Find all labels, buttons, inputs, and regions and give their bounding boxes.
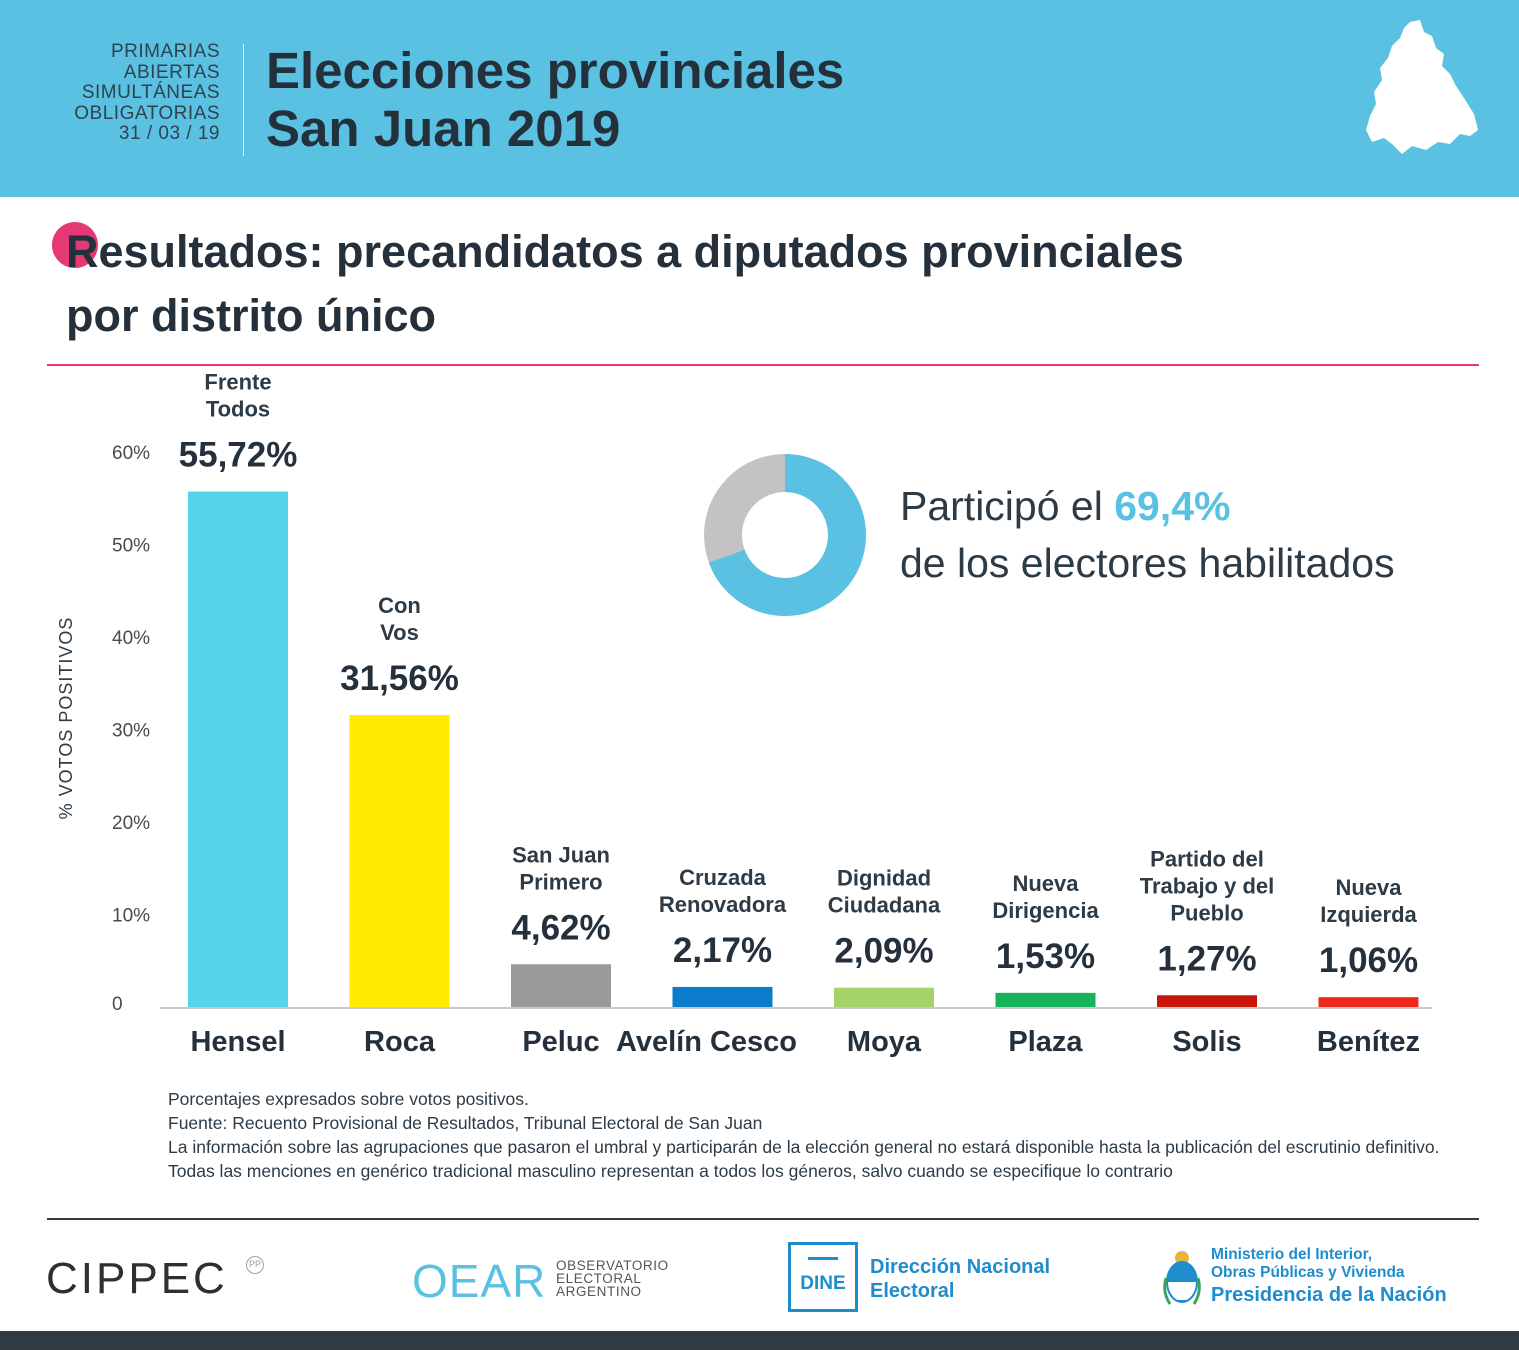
cippec-logo: CIPPEC <box>46 1254 228 1303</box>
paso-label: PRIMARIAS ABIERTAS SIMULTÁNEAS OBLIGATOR… <box>74 41 220 144</box>
party-label: Frente <box>204 370 271 395</box>
party-label: Cruzada <box>679 865 767 890</box>
y-tick-label: 0 <box>112 994 123 1015</box>
header-divider <box>243 44 244 156</box>
bar-roca <box>349 715 450 1007</box>
party-label: Con <box>378 593 421 618</box>
value-label: 1,53% <box>996 937 1095 976</box>
bar-chart: % VOTOS POSITIVOS 0 10% 20% 30% 40% 50% 60% 55,7… <box>0 370 1519 1090</box>
y-tick-label: 50% <box>112 536 150 557</box>
party-label: Nueva <box>1012 871 1079 896</box>
party-label: Izquierda <box>1320 902 1417 927</box>
cippec-mark-icon: PP <box>246 1256 264 1274</box>
bar-moya <box>834 987 934 1007</box>
bar-plaza <box>995 992 1096 1007</box>
category-label: Benítez <box>1317 1026 1420 1058</box>
san-juan-map-icon <box>1366 20 1478 154</box>
participation-text: Participó el 69,4% de los electores habi… <box>900 478 1395 592</box>
footnotes: Porcentajes expresados sobre votos posit… <box>168 1087 1468 1183</box>
donut-participated-segment <box>704 454 866 616</box>
party-label: Partido del <box>1150 846 1264 871</box>
y-tick-label: 20% <box>112 813 150 834</box>
title-bullet-dot <box>52 222 98 268</box>
participation-prefix: Participó el <box>900 483 1115 529</box>
dine-logo-icon: DINE <box>788 1242 858 1312</box>
value-label: 1,27% <box>1157 939 1256 978</box>
header-banner: PRIMARIAS ABIERTAS SIMULTÁNEAS OBLIGATOR… <box>0 0 1519 197</box>
oear-logo-text: OBSERVATORIO ELECTORAL ARGENTINO <box>556 1258 669 1299</box>
bar-avelín-cesco <box>672 986 773 1007</box>
category-label: Avelín Cesco <box>616 1026 797 1058</box>
value-label: 55,72% <box>179 436 298 475</box>
category-label: Hensel <box>190 1026 285 1058</box>
header-title: Elecciones provinciales San Juan 2019 <box>266 42 845 157</box>
party-label: Ciudadana <box>828 893 941 918</box>
ministry-logo-text: Ministerio del Interior, Obras Públicas … <box>1211 1246 1447 1306</box>
category-label: Roca <box>364 1026 436 1058</box>
dine-logo-text: Dirección Nacional Electoral <box>870 1256 1051 1302</box>
y-tick-label: 60% <box>112 443 150 464</box>
value-label: 31,56% <box>340 659 459 698</box>
value-label: 1,06% <box>1319 941 1418 980</box>
note-1: Porcentajes expresados sobre votos posit… <box>168 1089 529 1109</box>
participation-line2: de los electores habilitados <box>900 540 1395 586</box>
value-label: 4,62% <box>511 908 610 947</box>
footer-divider <box>47 1218 1479 1220</box>
bar-hensel <box>188 491 288 1008</box>
party-label: Renovadora <box>659 892 787 917</box>
bottom-band <box>0 1331 1519 1350</box>
party-label: San Juan <box>512 842 610 867</box>
y-axis-label: % VOTOS POSITIVOS <box>56 617 76 820</box>
section-divider <box>47 364 1479 366</box>
x-axis-line <box>160 1007 1432 1009</box>
note-4: Todas las menciones en genérico tradicio… <box>168 1161 1173 1181</box>
category-label: Moya <box>847 1026 922 1058</box>
category-label: Peluc <box>522 1026 599 1058</box>
note-3: La información sobre las agrupaciones qu… <box>168 1137 1440 1157</box>
argentina-shield-icon <box>1163 1251 1201 1305</box>
section-title: Resultados: precandidatos a diputados pr… <box>66 226 1184 341</box>
bar-benítez <box>1318 997 1419 1007</box>
category-label: Plaza <box>1008 1026 1083 1058</box>
party-label: Nueva <box>1335 875 1402 900</box>
party-label: Dirigencia <box>992 898 1099 923</box>
value-label: 2,09% <box>834 932 933 971</box>
category-label: Solis <box>1172 1026 1241 1058</box>
y-tick-label: 10% <box>112 906 150 927</box>
bar-peluc <box>511 964 611 1007</box>
party-label: Dignidad <box>837 866 931 891</box>
participation-donut <box>704 454 866 616</box>
y-tick-label: 30% <box>112 721 150 742</box>
participation-pct: 69,4% <box>1114 483 1231 529</box>
party-label: Todos <box>206 397 270 422</box>
note-2: Fuente: Recuento Provisional de Resultad… <box>168 1113 763 1133</box>
y-tick-label: 40% <box>112 628 150 649</box>
oear-logo: OEAR <box>412 1255 547 1307</box>
party-label: Vos <box>380 620 419 645</box>
party-label: Primero <box>519 869 602 894</box>
party-label: Pueblo <box>1170 900 1243 925</box>
bar-solis <box>1157 995 1257 1007</box>
value-label: 2,17% <box>673 931 772 970</box>
party-label: Trabajo y del <box>1140 873 1275 898</box>
